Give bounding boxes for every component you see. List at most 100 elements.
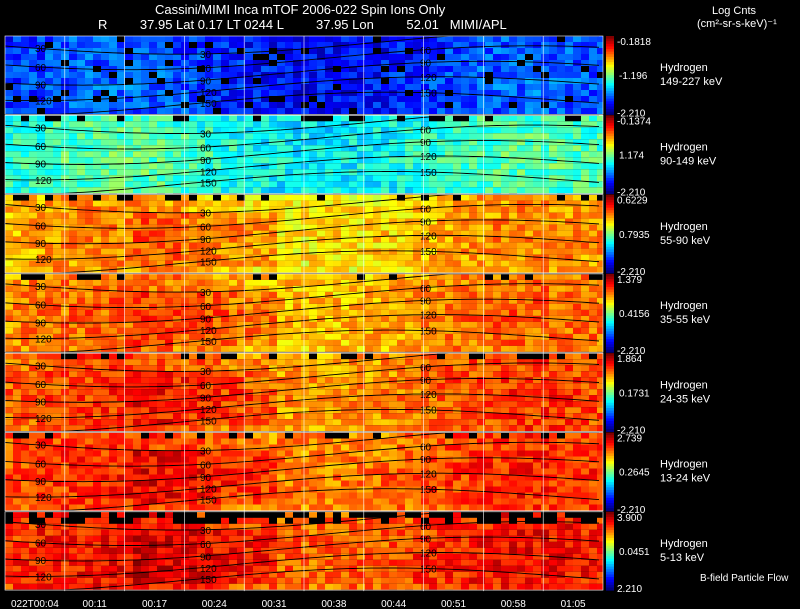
contour-line bbox=[4, 76, 600, 102]
colorbar-mid-label: 0.1731 bbox=[619, 388, 650, 399]
colorbar-mid-label: -1.196 bbox=[619, 71, 648, 82]
contour-line bbox=[4, 60, 600, 86]
x-tick-label: 00:11 bbox=[83, 599, 108, 609]
contour-label: 90 bbox=[200, 473, 212, 484]
contour-label: 120 bbox=[35, 335, 52, 346]
units-title: Log Cnts bbox=[712, 5, 757, 17]
contour-line bbox=[4, 521, 600, 546]
contour-label: 60 bbox=[200, 381, 212, 392]
panel-energy-label: 24-35 keV bbox=[660, 393, 711, 405]
contour-line bbox=[5, 171, 600, 195]
contour-label: 60 bbox=[35, 380, 47, 391]
colorbar-max-label: -0.1374 bbox=[617, 116, 651, 127]
contour-label: 60 bbox=[420, 125, 432, 136]
colorbar-max-label: 1.864 bbox=[617, 354, 642, 365]
colorbar-mid-label: 0.0451 bbox=[619, 547, 650, 558]
contour-line bbox=[4, 219, 600, 245]
contour-label: 60 bbox=[35, 301, 47, 312]
contour-label: 150 bbox=[200, 575, 217, 586]
colorbar-2 bbox=[606, 115, 614, 195]
colorbar-min-label: -2.210 bbox=[617, 267, 646, 278]
contour-label: 150 bbox=[200, 416, 217, 427]
x-tick-label: 01:05 bbox=[561, 599, 586, 609]
contour-label: 60 bbox=[35, 63, 47, 74]
contour-line bbox=[4, 298, 600, 324]
contour-label: 60 bbox=[420, 46, 432, 57]
contour-line bbox=[4, 45, 600, 71]
colorbar-4 bbox=[606, 273, 614, 353]
contour-label: 30 bbox=[200, 526, 212, 537]
colorbar-mid-label: 0.2645 bbox=[619, 468, 650, 479]
contour-label: 60 bbox=[200, 64, 212, 75]
contour-label: 60 bbox=[200, 223, 212, 234]
x-tick-label: 00:17 bbox=[142, 599, 167, 609]
panel-7-cells bbox=[5, 511, 603, 591]
colorbar-max-label: 2.739 bbox=[617, 434, 642, 445]
contour-label: 30 bbox=[35, 123, 47, 134]
panel-3-cells bbox=[5, 194, 603, 273]
contour-label: 120 bbox=[200, 247, 217, 258]
contour-label: 30 bbox=[35, 520, 47, 531]
contour-line bbox=[5, 91, 600, 115]
colorbar-1 bbox=[606, 36, 614, 115]
colorbar-min-label: -2.210 bbox=[617, 426, 646, 437]
contour-label: 90 bbox=[420, 535, 432, 546]
chart-title: Cassini/MIMI Inca mTOF 2006-022 Spin Ion… bbox=[155, 2, 446, 17]
contour-line bbox=[5, 567, 600, 591]
contour-label: 90 bbox=[200, 552, 212, 563]
contour-label: 150 bbox=[420, 564, 437, 575]
contour-line bbox=[5, 250, 600, 274]
contour-label: 60 bbox=[200, 302, 212, 313]
contour-label: 90 bbox=[420, 217, 432, 228]
contour-label: 90 bbox=[35, 160, 47, 171]
contour-label: 30 bbox=[35, 361, 47, 372]
contour-label: 120 bbox=[200, 485, 217, 496]
colorbar-min-label: -2.210 bbox=[617, 505, 646, 516]
colorbar-6 bbox=[606, 432, 614, 512]
contour-line bbox=[4, 393, 600, 419]
contour-line bbox=[5, 329, 600, 353]
panel-species-label: Hydrogen bbox=[660, 300, 708, 312]
colorbar-min-label: -2.210 bbox=[617, 188, 646, 199]
contour-label: 30 bbox=[35, 44, 47, 55]
flow-label: B-field Particle Flow bbox=[700, 573, 789, 584]
contour-label: 150 bbox=[200, 99, 217, 110]
colorbar-mid-label: 1.174 bbox=[619, 150, 644, 161]
colorbar-3 bbox=[606, 194, 614, 274]
x-tick-label: 00:51 bbox=[441, 599, 466, 609]
contour-label: 120 bbox=[200, 564, 217, 575]
panel-2-cells bbox=[5, 115, 603, 194]
panel-6-cells bbox=[5, 432, 603, 511]
colorbar-max-label: 0.6229 bbox=[617, 196, 648, 207]
x-tick-label: 00:31 bbox=[262, 599, 287, 609]
contour-label: 150 bbox=[420, 485, 437, 496]
panel-energy-label: 13-24 keV bbox=[660, 473, 711, 485]
contour-label: 90 bbox=[35, 318, 47, 329]
colorbar-max-label: -0.1818 bbox=[617, 37, 651, 48]
contour-label: 120 bbox=[420, 152, 437, 163]
panel-species-label: Hydrogen bbox=[660, 379, 708, 391]
contour-label: 60 bbox=[420, 205, 432, 216]
contour-label: 90 bbox=[420, 297, 432, 308]
contour-label: 90 bbox=[200, 235, 212, 246]
contour-line bbox=[4, 457, 600, 483]
panel-species-label: Hydrogen bbox=[660, 459, 708, 471]
contour-label: 30 bbox=[200, 447, 212, 458]
contour-label: 150 bbox=[200, 258, 217, 269]
contour-label: 90 bbox=[420, 376, 432, 387]
contour-line bbox=[4, 140, 600, 165]
units-label: (cm²-sr-s-keV)⁻¹ bbox=[697, 18, 777, 30]
contour-label: 60 bbox=[200, 143, 212, 154]
contour-label: 90 bbox=[35, 239, 47, 250]
contour-label: 60 bbox=[420, 284, 432, 295]
contour-label: 60 bbox=[200, 460, 212, 471]
panel-1-cells bbox=[5, 36, 603, 115]
contour-label: 30 bbox=[200, 50, 212, 61]
contour-line bbox=[4, 536, 600, 562]
contour-label: 30 bbox=[200, 288, 212, 299]
x-tick-label: 00:24 bbox=[202, 599, 227, 609]
contour-label: 60 bbox=[420, 443, 432, 454]
contour-label: 90 bbox=[35, 556, 47, 567]
contour-label: 30 bbox=[200, 209, 212, 220]
contour-label: 90 bbox=[35, 477, 47, 488]
